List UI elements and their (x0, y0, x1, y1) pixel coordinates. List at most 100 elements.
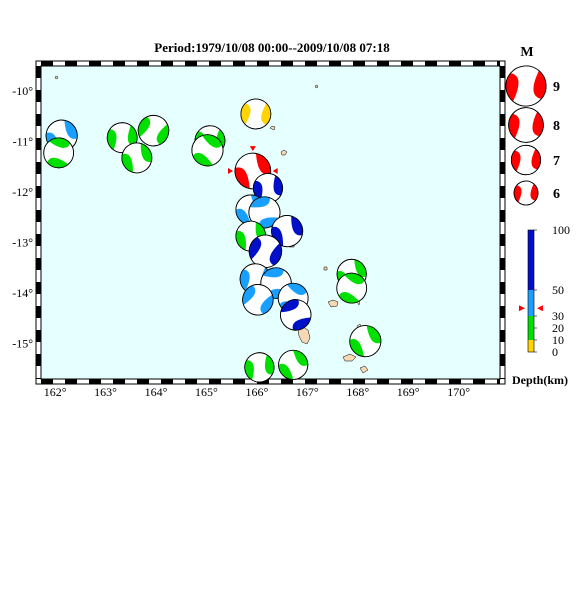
depth-tick-label: 10 (552, 333, 564, 347)
latitude-label: -13° (12, 236, 33, 250)
focal-mechanism-event (240, 98, 272, 130)
magnitude-legend-ball (505, 65, 547, 107)
frame-tick-right (500, 234, 505, 246)
frame-tick-right (500, 186, 505, 198)
frame-outer-border (35, 60, 506, 385)
focal-mechanism-event (43, 137, 75, 169)
frame-tick-left (36, 306, 41, 318)
frame-tick-left (36, 354, 41, 366)
frame-tick-right (500, 90, 505, 102)
frame-tick-left (36, 162, 41, 174)
frame-tick-left (36, 330, 41, 342)
frame-tick-bottom (185, 379, 197, 384)
frame-tick-bottom (377, 379, 389, 384)
frame-tick-left (36, 186, 41, 198)
depth-tick-label: 0 (552, 345, 558, 359)
frame-tick-top (353, 61, 365, 66)
longitude-label: 162° (44, 385, 67, 399)
frame-tick-right (500, 114, 505, 126)
magnitude-legend-ball (508, 107, 544, 143)
latitude-label: -11° (13, 135, 34, 149)
frame-tick-bottom (329, 379, 341, 384)
frame-tick-bottom (449, 379, 461, 384)
frame-tick-bottom (281, 379, 293, 384)
frame-tick-top (113, 61, 125, 66)
depth-band (528, 230, 534, 290)
magnitude-legend-title: M (520, 45, 533, 60)
focal-mechanism-event (280, 299, 312, 331)
focal-mechanism-event (278, 349, 309, 380)
latitude-label: -10° (12, 84, 33, 98)
frame-tick-bottom (161, 379, 173, 384)
longitude-label: 170° (447, 385, 470, 399)
frame-tick-right (500, 66, 505, 78)
frame-tick-top (257, 61, 269, 66)
focal-mechanism-event (349, 325, 382, 358)
land-utupua (280, 149, 288, 156)
frame-tick-top (497, 61, 500, 66)
latitude-axis-labels: -10° -11° -12° -13° -14° -15° (12, 84, 33, 350)
depth-color-bar (519, 229, 543, 353)
land-tikopia (54, 75, 59, 80)
focal-mechanism-event (248, 234, 283, 268)
frame-tick-left (36, 210, 41, 222)
frame-tick-left (36, 114, 41, 126)
magnitude-legend: M 9 8 7 6 (505, 45, 560, 206)
land-north-banks (314, 84, 319, 89)
frame-tick-bottom (137, 379, 149, 384)
focal-mechanism-event (234, 152, 272, 190)
depth-marker (537, 305, 543, 312)
land-epi (359, 365, 369, 374)
frame-tick-left (36, 138, 41, 150)
frame-tick-bottom (233, 379, 245, 384)
frame-tick-bottom (89, 379, 101, 384)
longitude-label: 164° (145, 385, 168, 399)
magnitude-legend-label: 9 (553, 80, 560, 95)
frame-tick-bottom (209, 379, 221, 384)
frame-tick-bottom (353, 379, 365, 384)
land-islet-east (323, 266, 328, 271)
frame-tick-top (377, 61, 389, 66)
depth-band (528, 316, 534, 340)
frame-tick-top (281, 61, 293, 66)
focal-mechanism-event (121, 142, 153, 174)
latitude-label: -15° (12, 337, 33, 351)
frame-tick-top (329, 61, 341, 66)
frame-tick-bottom (473, 379, 485, 384)
focal-mechanism-event (336, 272, 368, 304)
longitude-label: 167° (296, 385, 319, 399)
frame-tick-top (161, 61, 173, 66)
land-tinakula (269, 125, 276, 131)
depth-marker (519, 305, 525, 312)
magnitude-legend-ball (510, 144, 542, 176)
depth-tick-label: 20 (552, 321, 564, 335)
frame-tick-right (500, 162, 505, 174)
frame-tick-right (500, 378, 505, 379)
frame-tick-top (209, 61, 221, 66)
depth-bar-outline (527, 229, 535, 353)
frame-tick-top (185, 61, 197, 66)
magnitude-legend-ball (513, 180, 539, 206)
focal-mechanism-event (242, 284, 274, 316)
largest-event-marker (272, 168, 278, 175)
frame-tick-left (36, 90, 41, 102)
frame-tick-bottom (113, 379, 125, 384)
frame-tick-left (36, 234, 41, 246)
frame-tick-left (36, 282, 41, 294)
magnitude-legend-items: 9 8 7 6 (505, 65, 560, 206)
frame-tick-top (305, 61, 317, 66)
frame-tick-top (425, 61, 437, 66)
frame-tick-right (500, 282, 505, 294)
depth-tick-label: 100 (552, 223, 570, 237)
frame-tick-top (449, 61, 461, 66)
frame-tick-right (500, 258, 505, 270)
frame-tick-bottom (305, 379, 317, 384)
frame-tick-right (500, 354, 505, 366)
frame-tick-top (41, 61, 53, 66)
magnitude-legend-label: 8 (553, 119, 560, 134)
longitude-label: 166° (245, 385, 268, 399)
focal-mechanism-event (191, 134, 224, 167)
focal-mechanism-event (137, 114, 170, 147)
